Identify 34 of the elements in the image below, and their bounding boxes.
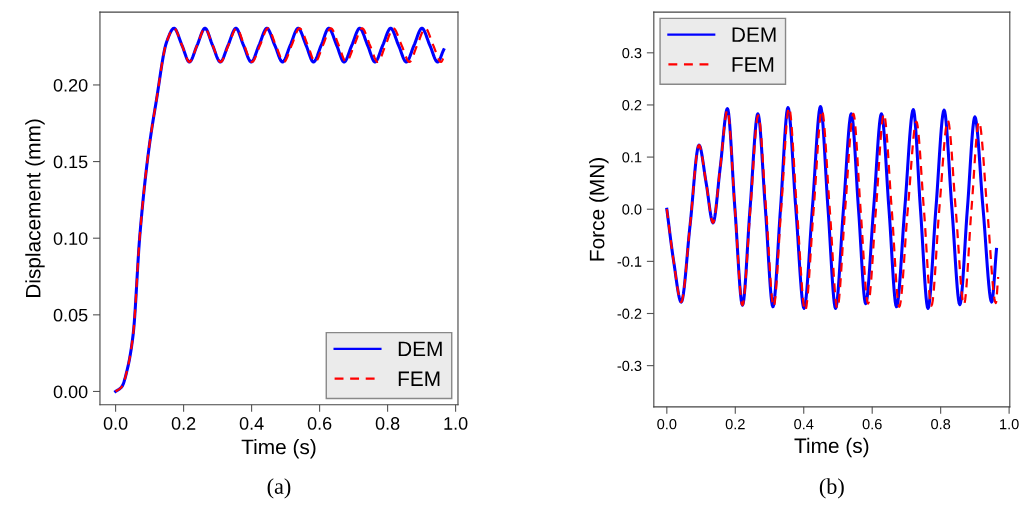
legend-label: FEM: [732, 57, 774, 72]
y-tick-label: 0.10: [53, 232, 88, 245]
legend-label: DEM: [732, 27, 776, 42]
x-tick-label: 0.0: [657, 419, 677, 430]
text: (a): [267, 478, 291, 499]
x-tick-label: 0.4: [239, 417, 264, 430]
x-axis-title: Time (s): [241, 438, 316, 459]
y-tick-label: 0.20: [53, 78, 88, 92]
y-tick-label: 0.15: [53, 155, 88, 169]
y-tick-label: 0.00: [53, 385, 88, 399]
x-tick-label: 0.8: [375, 417, 400, 430]
x-tick-label: 1.0: [444, 417, 468, 430]
y-tick-label: 0.05: [53, 308, 88, 322]
x-axis-title: Time (s): [794, 437, 869, 458]
y-tick-label: -0.1: [617, 256, 642, 267]
y-tick-label: 0.2: [622, 100, 642, 111]
y-axis-title: Displacement (mm): [25, 119, 45, 298]
y-tick-label: 0.3: [622, 47, 642, 59]
x-tick-label: 0.6: [862, 419, 882, 430]
text: (b): [819, 478, 844, 499]
x-tick-label: 0.2: [171, 417, 196, 430]
x-tick-label: 1.0: [1000, 419, 1019, 430]
y-tick-label: -0.2: [617, 308, 642, 319]
y-tick-label: 0.0: [622, 204, 642, 215]
x-tick-label: 0.4: [794, 419, 814, 430]
y-axis-title: Force (MN): [589, 158, 609, 261]
x-tick-label: 0.2: [725, 419, 745, 430]
y-tick-label: 0.1: [622, 152, 642, 163]
y-tick-label: -0.3: [617, 360, 642, 372]
legend-label: FEM: [398, 371, 440, 386]
x-tick-label: 0.0: [103, 417, 128, 430]
x-tick-label: 0.6: [307, 417, 332, 430]
legend-label: DEM: [398, 341, 442, 357]
x-tick-label: 0.8: [931, 419, 951, 430]
